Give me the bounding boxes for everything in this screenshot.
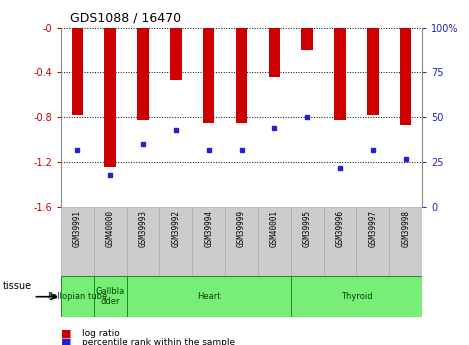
- Text: Thyroid: Thyroid: [340, 292, 372, 301]
- Text: percentile rank within the sample: percentile rank within the sample: [82, 338, 235, 345]
- Bar: [170, 28, 182, 80]
- Text: GSM40000: GSM40000: [106, 210, 115, 247]
- Bar: [105, 28, 116, 167]
- Bar: [389, 207, 422, 276]
- Bar: [94, 276, 127, 317]
- Bar: [302, 28, 313, 50]
- Bar: [61, 276, 94, 317]
- Text: log ratio: log ratio: [82, 329, 120, 338]
- Text: ■: ■: [61, 329, 71, 338]
- Text: GSM39999: GSM39999: [237, 210, 246, 247]
- Text: GSM39998: GSM39998: [401, 210, 410, 247]
- Text: GSM39993: GSM39993: [138, 210, 148, 247]
- Text: GDS1088 / 16470: GDS1088 / 16470: [70, 11, 182, 24]
- Text: GSM40001: GSM40001: [270, 210, 279, 247]
- Text: Heart: Heart: [197, 292, 220, 301]
- Bar: [94, 207, 127, 276]
- Bar: [258, 207, 291, 276]
- Bar: [356, 207, 389, 276]
- Text: tissue: tissue: [2, 282, 31, 291]
- Bar: [192, 207, 225, 276]
- Bar: [400, 28, 411, 125]
- Bar: [291, 207, 324, 276]
- Bar: [225, 207, 258, 276]
- Bar: [334, 28, 346, 119]
- Bar: [367, 28, 378, 115]
- Bar: [324, 207, 356, 276]
- Text: Gallbla
dder: Gallbla dder: [96, 287, 125, 306]
- Text: ■: ■: [61, 338, 71, 345]
- Bar: [159, 207, 192, 276]
- Bar: [72, 28, 83, 115]
- Text: Fallopian tube: Fallopian tube: [48, 292, 107, 301]
- Bar: [61, 207, 94, 276]
- Text: GSM39994: GSM39994: [204, 210, 213, 247]
- Text: GSM39991: GSM39991: [73, 210, 82, 247]
- Bar: [137, 28, 149, 119]
- Text: GSM39992: GSM39992: [171, 210, 181, 247]
- Text: GSM39996: GSM39996: [335, 210, 345, 247]
- Bar: [127, 276, 291, 317]
- Bar: [127, 207, 159, 276]
- Text: GSM39995: GSM39995: [303, 210, 312, 247]
- Bar: [291, 276, 422, 317]
- Bar: [269, 28, 280, 77]
- Bar: [236, 28, 247, 123]
- Bar: [203, 28, 214, 123]
- Text: GSM39997: GSM39997: [368, 210, 378, 247]
